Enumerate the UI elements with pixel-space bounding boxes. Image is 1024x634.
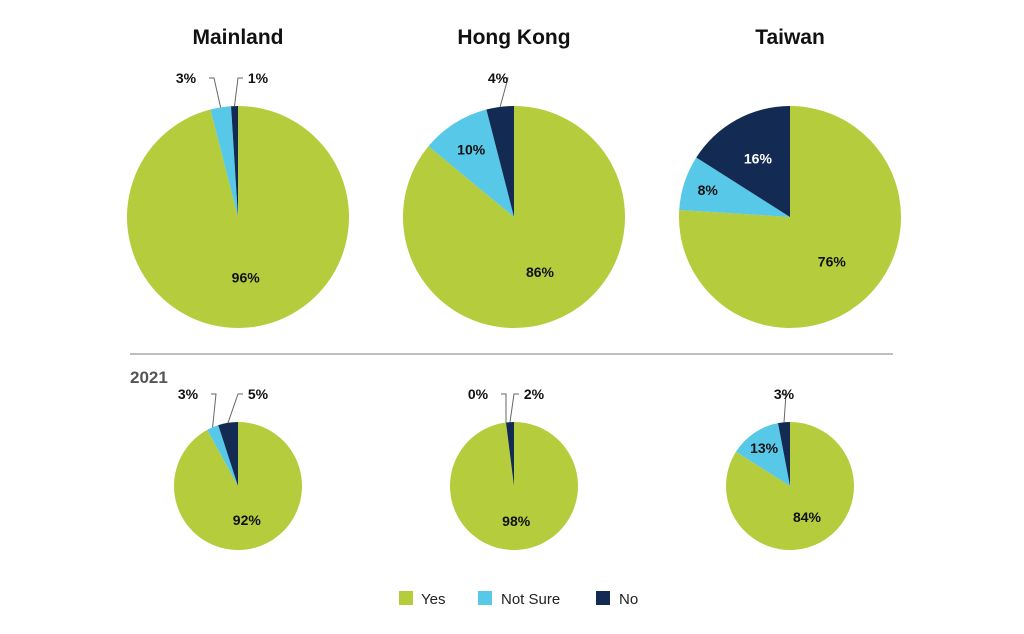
- data-label-r0-p2-not-sure: 8%: [698, 182, 719, 198]
- legend-label-yes: Yes: [421, 591, 445, 608]
- data-label-r0-p2-yes: 76%: [818, 254, 847, 270]
- legend-swatch-no: [596, 591, 610, 605]
- leader-line-r1-p1-no: [509, 393, 519, 423]
- pie-slice-r1-p0-not-sure: [207, 425, 238, 486]
- data-label-r1-p0-not-sure: 3%: [178, 386, 199, 402]
- pie-slice-r0-p1-not-sure: [428, 109, 514, 217]
- pie-title-mainland: Mainland: [192, 26, 283, 49]
- data-label-r0-p0-not-sure: 3%: [176, 70, 197, 86]
- pie-slice-r0-p0-yes: [126, 106, 349, 328]
- pie-slice-r0-p0-no: [231, 106, 238, 217]
- pie-slice-r0-p2-not-sure: [679, 157, 790, 217]
- data-label-r1-p0-yes: 92%: [233, 512, 262, 528]
- pies-group: 96% 3% 1% 86% 10% 4% 76% 8% 16% 92% 3% 5% 98% 0% 2% 84%…: [126, 70, 901, 550]
- pie-slice-r0-p2-no: [696, 106, 790, 217]
- leader-line-r1-p0-not-sure: [211, 393, 217, 428]
- legend: Yes Not Sure No: [399, 591, 638, 608]
- legend-label-no: No: [619, 591, 638, 608]
- legend-label-not-sure: Not Sure: [501, 591, 560, 608]
- legend-swatch-not-sure: [478, 591, 492, 605]
- leader-line-r1-p1-not-sure: [501, 393, 507, 423]
- legend-swatch-yes: [399, 591, 413, 605]
- leader-line-r0-p1-no: [499, 77, 509, 108]
- data-label-r0-p0-no: 1%: [248, 70, 269, 86]
- data-label-r0-p2-no: 16%: [744, 151, 773, 167]
- data-label-r1-p0-no: 5%: [248, 386, 269, 402]
- pie-slice-r0-p1-no: [486, 106, 514, 217]
- data-label-r1-p2-yes: 84%: [793, 509, 822, 525]
- data-label-r0-p1-no: 4%: [488, 70, 509, 86]
- leader-line-r1-p2-no: [781, 393, 787, 423]
- pie-title-hong-kong: Hong Kong: [457, 26, 570, 49]
- section-label-2021: 2021: [130, 368, 168, 387]
- data-label-r1-p1-yes: 98%: [502, 513, 531, 529]
- leader-line-r0-p0-no: [234, 77, 243, 107]
- pie-slice-r1-p0-no: [218, 422, 238, 486]
- data-label-r0-p1-yes: 86%: [526, 264, 555, 280]
- data-label-r1-p2-not-sure: 13%: [750, 440, 779, 456]
- pie-title-taiwan: Taiwan: [755, 26, 825, 49]
- data-label-r1-p1-no: 2%: [524, 386, 545, 402]
- pie-slice-r0-p0-not-sure: [210, 106, 238, 217]
- data-label-r1-p2-no: 3%: [774, 386, 795, 402]
- leader-line-r0-p0-not-sure: [209, 77, 222, 108]
- leader-line-r1-p0-no: [227, 393, 243, 423]
- data-label-r0-p1-not-sure: 10%: [457, 142, 486, 158]
- data-label-r0-p0-yes: 96%: [232, 270, 261, 286]
- pie-slice-r1-p1-no: [505, 422, 514, 486]
- pie-slice-r1-p2-no: [778, 422, 790, 486]
- data-label-r1-p1-not-sure: 0%: [468, 386, 489, 402]
- pie-slice-r1-p2-not-sure: [735, 423, 790, 486]
